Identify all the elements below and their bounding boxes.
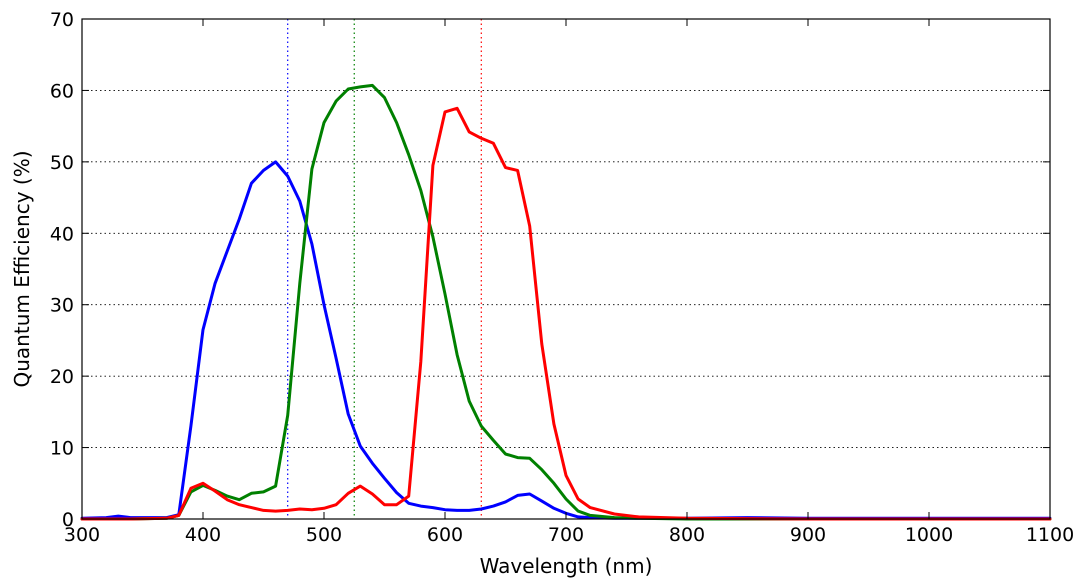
- x-tick-labels: 300 400 500 600 700 800 900 1000 1100: [64, 524, 1074, 546]
- x-tick-label: 900: [790, 524, 826, 546]
- x-tick-label: 400: [185, 524, 221, 546]
- y-tick-label: 70: [50, 9, 74, 31]
- y-tick-label: 40: [50, 223, 74, 245]
- y-tick-label: 30: [50, 295, 74, 317]
- x-tick-label: 800: [669, 524, 705, 546]
- x-tick-label: 300: [64, 524, 100, 546]
- y-tick-labels: 0 10 20 30 40 50 60 70: [50, 9, 74, 531]
- axis-ticks: [81, 18, 1051, 520]
- y-tick-label: 0: [62, 509, 74, 531]
- y-tick-label: 20: [50, 366, 74, 388]
- gridlines: [82, 89, 1050, 449]
- x-tick-label: 700: [548, 524, 584, 546]
- y-tick-label: 50: [50, 152, 74, 174]
- series-line-1: [80, 83, 1052, 521]
- x-tick-label: 1000: [905, 524, 953, 546]
- x-tick-label: 600: [427, 524, 463, 546]
- x-axis-title: Wavelength (nm): [480, 554, 653, 578]
- series-line-2: [80, 106, 1052, 521]
- data-series: [80, 83, 1052, 521]
- x-tick-label: 500: [306, 524, 342, 546]
- y-axis-title: Quantum Efficiency (%): [10, 150, 34, 387]
- y-tick-label: 10: [50, 438, 74, 460]
- x-tick-label: 1100: [1026, 524, 1074, 546]
- y-tick-label: 60: [50, 80, 74, 102]
